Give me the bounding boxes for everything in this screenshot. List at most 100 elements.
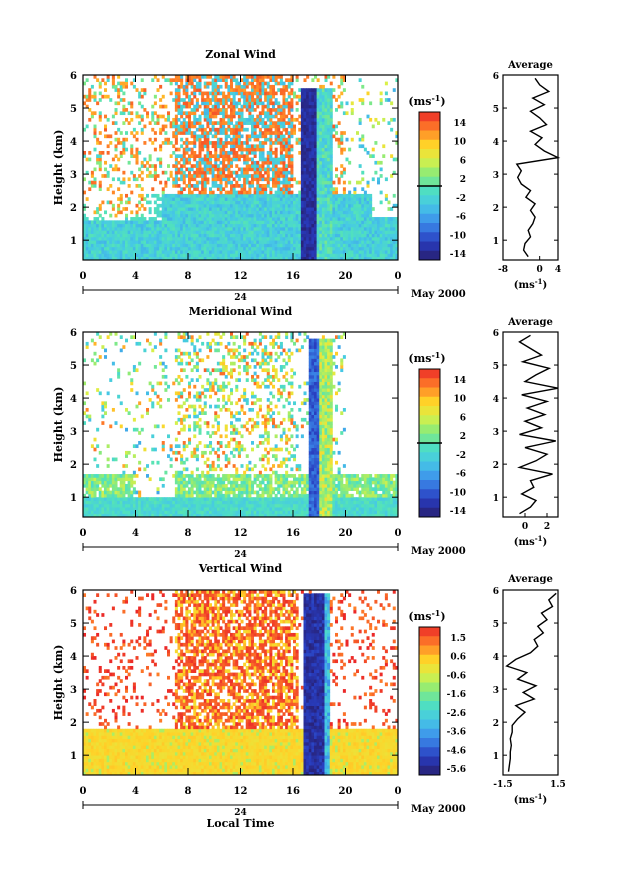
heatmap-cell: [153, 223, 157, 228]
heatmap-cell: [148, 477, 152, 482]
heatmap-cell: [300, 121, 304, 125]
heatmap-cell: [324, 164, 328, 168]
heatmap-cell: [266, 246, 270, 251]
heatmap-cell: [256, 193, 260, 198]
heatmap-cell: [143, 497, 147, 501]
heatmap-cell: [161, 374, 165, 379]
heatmap-cell: [216, 174, 220, 178]
heatmap-cell: [195, 240, 199, 244]
heatmap-cell: [159, 180, 163, 185]
heatmap-cell: [90, 246, 94, 251]
heatmap-cell: [251, 184, 255, 188]
heatmap-cell: [127, 184, 131, 188]
heatmap-cell: [182, 98, 186, 102]
heatmap-cell: [227, 157, 231, 162]
heatmap-cell: [293, 210, 297, 215]
heatmap-cell: [269, 84, 273, 89]
heatmap-cell: [195, 213, 199, 218]
heatmap-cell: [306, 131, 310, 135]
heatmap-cell: [395, 233, 399, 238]
heatmap-cell: [96, 474, 100, 478]
heatmap-cell: [201, 246, 205, 251]
heatmap-cell: [269, 160, 273, 165]
heatmap-cell: [117, 177, 121, 182]
heatmap-cell: [125, 223, 129, 228]
heatmap-cell: [300, 157, 304, 162]
heatmap-cell: [335, 108, 339, 112]
heatmap-cell: [182, 91, 186, 96]
heatmap-cell: [222, 147, 226, 152]
heatmap-cell: [85, 246, 89, 251]
heatmap-cell: [306, 75, 310, 79]
heatmap-cell: [314, 144, 318, 149]
heatmap-cell: [256, 187, 260, 192]
heatmap-cell: [316, 170, 320, 175]
heatmap-cell: [98, 223, 102, 228]
heatmap-cell: [193, 223, 197, 228]
heatmap-cell: [167, 217, 171, 221]
heatmap-cell: [146, 233, 150, 238]
heatmap-cell: [316, 131, 320, 135]
heatmap-cell: [308, 108, 312, 112]
heatmap-cell: [319, 200, 323, 205]
heatmap-cell: [243, 253, 247, 258]
heatmap-cell: [327, 177, 331, 182]
heatmap-cell: [148, 510, 152, 515]
heatmap-cell: [282, 190, 286, 195]
heatmap-cell: [125, 226, 129, 231]
heatmap-cell: [135, 246, 139, 251]
heatmap-cell: [211, 94, 215, 99]
heatmap-cell: [222, 164, 226, 168]
heatmap-cell: [387, 223, 391, 228]
heatmap-cell: [340, 164, 344, 168]
heatmap-cell: [185, 236, 189, 241]
heatmap-cell: [161, 207, 165, 211]
heatmap-cell: [329, 167, 333, 172]
heatmap-cell: [384, 217, 388, 221]
heatmap-cell: [214, 141, 218, 145]
heatmap-cell: [193, 131, 197, 135]
heatmap-cell: [277, 250, 281, 254]
heatmap-cell: [132, 503, 136, 508]
heatmap-cell: [146, 411, 150, 415]
heatmap-cell: [251, 81, 255, 86]
heatmap-cell: [316, 207, 320, 211]
heatmap-cell: [332, 187, 336, 192]
heatmap-cell: [222, 223, 226, 228]
heatmap-cell: [117, 394, 121, 399]
x-tick-label: 20: [339, 271, 353, 282]
heatmap-cell: [198, 81, 202, 86]
heatmap-cell: [251, 197, 255, 201]
heatmap-cell: [235, 226, 239, 231]
heatmap-cell: [224, 243, 228, 248]
heatmap-cell: [209, 243, 213, 248]
heatmap-cell: [172, 250, 176, 254]
heatmap-cell: [261, 197, 265, 201]
heatmap-cell: [159, 226, 163, 231]
heatmap-cell: [122, 483, 126, 488]
heatmap-cell: [132, 487, 136, 491]
heatmap-cell: [306, 137, 310, 142]
heatmap-cell: [230, 131, 234, 135]
heatmap-cell: [111, 177, 115, 182]
heatmap-cell: [287, 144, 291, 149]
heatmap-cell: [122, 230, 126, 234]
heatmap-cell: [159, 404, 163, 409]
heatmap-cell: [161, 94, 165, 99]
heatmap-cell: [371, 124, 375, 129]
heatmap-cell: [324, 141, 328, 145]
heatmap-cell: [261, 160, 265, 165]
heatmap-cell: [308, 154, 312, 158]
heatmap-cell: [88, 226, 92, 231]
heatmap-cell: [256, 78, 260, 82]
heatmap-cell: [153, 345, 157, 349]
heatmap-cell: [222, 75, 226, 79]
heatmap-cell: [93, 91, 97, 96]
heatmap-cell: [90, 250, 94, 254]
heatmap-cell: [85, 507, 89, 511]
heatmap-cell: [216, 213, 220, 218]
heatmap-cell: [164, 365, 168, 369]
heatmap-cell: [240, 256, 244, 261]
heatmap-cell: [185, 127, 189, 132]
